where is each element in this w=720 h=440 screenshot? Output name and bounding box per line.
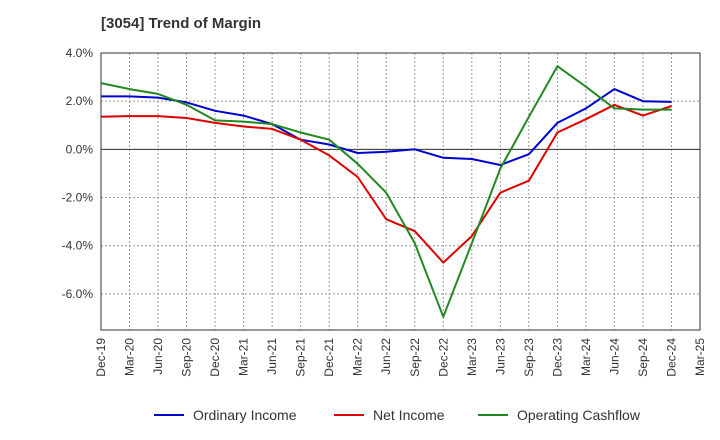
plot-frame <box>100 52 701 331</box>
legend-swatch-net-income <box>334 414 364 416</box>
x-tick-label: Jun-23 <box>493 338 507 375</box>
y-tick-label: 0.0% <box>66 142 94 156</box>
x-tick-label: Jun-22 <box>379 338 393 375</box>
x-tick-label: Dec-20 <box>208 338 222 377</box>
legend-label-operating-cashflow: Operating Cashflow <box>517 407 640 423</box>
x-tick-label: Sep-20 <box>180 338 194 377</box>
series-line-operating-cashflow <box>100 65 672 318</box>
grid-lines <box>101 53 700 330</box>
line-chart: 4.0% 2.0% 0.0% -2.0% -4.0% -6.0% Dec-19 Mar-20… <box>62 46 707 377</box>
chart-title: [3054] Trend of Margin <box>101 15 262 32</box>
y-tick-label: 2.0% <box>66 94 94 108</box>
x-tick-label: Sep-24 <box>636 338 650 377</box>
y-tick-label: -4.0% <box>62 239 94 253</box>
legend-label-ordinary-income: Ordinary Income <box>193 407 297 423</box>
x-tick-label: Mar-23 <box>465 338 479 376</box>
series-lines <box>100 65 672 318</box>
x-tick-label: Dec-22 <box>436 338 450 377</box>
y-tick-label: -6.0% <box>62 287 94 301</box>
x-tick-label: Dec-19 <box>94 338 108 377</box>
x-tick-label: Mar-24 <box>579 338 593 376</box>
x-tick-label: Jun-21 <box>265 338 279 375</box>
x-tick-label: Mar-22 <box>351 338 365 376</box>
x-tick-label: Mar-21 <box>237 338 251 376</box>
x-tick-label: Jun-24 <box>607 338 621 375</box>
legend-label-net-income: Net Income <box>373 407 445 423</box>
legend: Ordinary Income Net Income Operating Cas… <box>0 405 720 425</box>
x-tick-label: Dec-21 <box>322 338 336 377</box>
series-line-net-income <box>100 103 672 264</box>
x-tick-label: Mar-20 <box>123 338 137 376</box>
y-axis-ticks: 4.0% 2.0% 0.0% -2.0% -4.0% -6.0% <box>62 46 94 301</box>
x-tick-label: Mar-25 <box>693 338 707 376</box>
x-tick-label: Sep-21 <box>294 338 308 377</box>
legend-item-ordinary-income: Ordinary Income <box>154 405 296 425</box>
legend-item-operating-cashflow: Operating Cashflow <box>478 405 640 425</box>
x-tick-label: Jun-20 <box>151 338 165 375</box>
legend-swatch-ordinary-income <box>154 414 184 416</box>
y-tick-label: 4.0% <box>66 46 94 60</box>
x-tick-label: Sep-22 <box>408 338 422 377</box>
legend-swatch-operating-cashflow <box>478 414 508 416</box>
x-axis-ticks: Dec-19 Mar-20 Jun-20 Sep-20 Dec-20 Mar-21 Jun-… <box>94 338 707 377</box>
x-tick-label: Sep-23 <box>522 338 536 377</box>
series-line-ordinary-income <box>101 88 672 166</box>
y-tick-label: -2.0% <box>62 191 94 205</box>
x-tick-label: Dec-24 <box>664 338 678 377</box>
legend-item-net-income: Net Income <box>334 405 445 425</box>
x-tick-label: Dec-23 <box>550 338 564 377</box>
